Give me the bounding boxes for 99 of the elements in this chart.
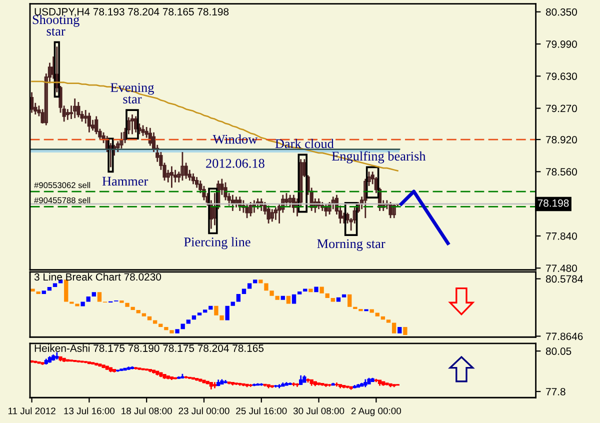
- bar: [158, 324, 163, 327]
- y-tick-label: 78.920: [546, 136, 577, 144]
- bar: [270, 290, 274, 296]
- candlestick: [138, 367, 142, 371]
- candlestick: [141, 124, 145, 137]
- bar: [142, 313, 146, 316]
- x-tick-label: 30 Jul 08:00: [293, 407, 344, 414]
- candlestick: [76, 360, 80, 364]
- chart-title: USDJPY,H4 78.193 78.204 78.165 78.198: [34, 8, 229, 17]
- bar: [280, 296, 285, 300]
- y-tick-label: 79.990: [546, 40, 577, 48]
- bar: [375, 312, 380, 316]
- bar: [286, 296, 291, 304]
- candlestick: [116, 369, 120, 372]
- candlestick: [173, 376, 178, 380]
- y-tick-label: 77.8: [546, 388, 566, 396]
- bar: [203, 310, 208, 313]
- bar: [92, 292, 96, 297]
- chart-title: 3 Line Break Chart 78.0230: [34, 272, 162, 281]
- y-tick-label: 80.350: [546, 8, 577, 16]
- bar: [242, 288, 246, 294]
- x-tick-label: 18 Jul 08:00: [122, 407, 172, 414]
- bar: [214, 306, 218, 316]
- bar: [230, 302, 235, 306]
- annotation: Hammer: [102, 176, 148, 186]
- bar: [380, 316, 386, 320]
- bar: [330, 298, 336, 302]
- candlestick: [188, 376, 192, 380]
- bar: [348, 294, 352, 307]
- candlestick: [194, 378, 199, 382]
- bar: [297, 291, 302, 294]
- bar: [220, 315, 224, 320]
- y-tick-label: 80.05: [546, 348, 572, 355]
- bar: [247, 283, 252, 289]
- y-tick-label: 77.840: [546, 232, 577, 240]
- bar: [47, 287, 52, 291]
- bar: [303, 288, 308, 292]
- candlestick: [206, 380, 210, 386]
- bar: [170, 330, 174, 334]
- bar: [86, 296, 90, 302]
- bar: [403, 326, 408, 336]
- x-tick-label: 25 Jul 16:00: [236, 407, 287, 414]
- bar: [52, 283, 58, 288]
- bar: [125, 302, 130, 307]
- y-tick-label: 77.480: [546, 264, 577, 272]
- y-tick-label: 79.270: [546, 104, 577, 112]
- ref-line-label: #90455788 sell: [34, 197, 90, 204]
- bar: [186, 320, 190, 324]
- bar: [164, 326, 168, 330]
- y-tick-label: 80.5784: [546, 275, 583, 283]
- annotation: Morning star: [317, 239, 386, 251]
- bar: [292, 294, 296, 304]
- annotation: 2012.06.18: [206, 158, 264, 168]
- ref-line-label: 78.198: [538, 199, 569, 207]
- annotation: Shooting star: [32, 14, 80, 36]
- bar: [325, 293, 330, 298]
- x-tick-label: 2 Aug 00:00: [351, 408, 402, 416]
- bar: [336, 297, 341, 302]
- bar: [392, 322, 396, 334]
- bar: [97, 292, 102, 302]
- bar: [64, 280, 68, 302]
- bar: [175, 329, 180, 334]
- y-tick-label: 77.8646: [546, 332, 583, 340]
- x-tick-label: 11 Jul 2012: [8, 407, 56, 414]
- bar: [386, 320, 391, 323]
- bar: [80, 302, 85, 306]
- bar: [75, 304, 80, 306]
- candlestick: [105, 365, 109, 371]
- bar: [42, 290, 46, 294]
- bar: [236, 294, 241, 302]
- bar: [314, 286, 318, 292]
- bar: [308, 288, 313, 292]
- x-tick-label: 23 Jul 00:00: [178, 407, 230, 414]
- chart-title: Heiken-Ashi 78.175 78.190 78.175 78.204 78.165: [34, 344, 264, 352]
- bar: [180, 324, 185, 330]
- ref-line-label: #90553062 sell: [34, 182, 90, 188]
- bar: [136, 310, 140, 314]
- annotation: Piercing line: [184, 237, 250, 250]
- bar: [225, 306, 230, 320]
- candlestick: [73, 360, 77, 363]
- bar: [264, 283, 268, 291]
- bar: [197, 312, 202, 316]
- bar: [152, 320, 158, 324]
- x-tick-label: 13 Jul 16:00: [64, 407, 115, 414]
- candlestick: [198, 378, 202, 382]
- bar: [36, 291, 40, 294]
- bar: [275, 296, 280, 300]
- y-tick-label: 79.630: [546, 72, 577, 80]
- bar: [30, 288, 35, 292]
- bar: [370, 309, 374, 313]
- candlestick: [385, 382, 389, 386]
- bar: [130, 306, 135, 310]
- bar: [253, 280, 258, 284]
- bar: [342, 294, 346, 298]
- bar: [192, 315, 196, 320]
- bar: [320, 286, 324, 294]
- bar: [258, 280, 263, 284]
- y-tick-label: 78.560: [546, 168, 577, 176]
- bar: [398, 326, 402, 334]
